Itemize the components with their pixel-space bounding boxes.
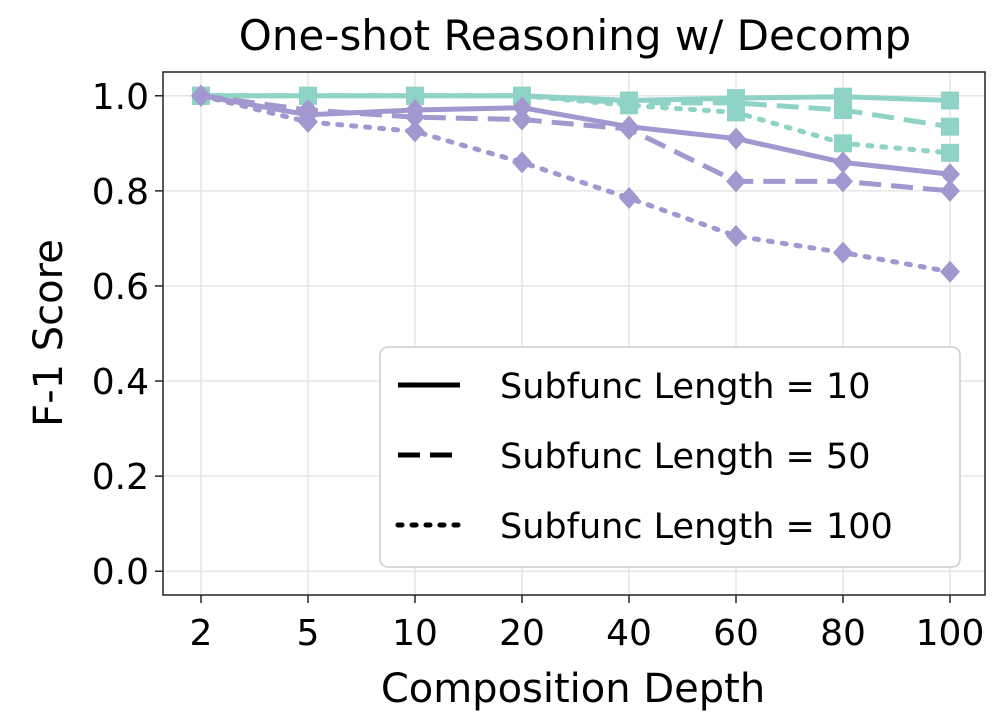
data-point-diamond xyxy=(940,163,960,186)
y-tick-label: 0.0 xyxy=(92,552,149,593)
plot-frame xyxy=(162,71,986,596)
y-tick-label: 0.2 xyxy=(92,457,149,498)
axes: 0.0 0.2 0.4 0.6 0.8 1.0 2 5 10 20 40 60 80 100 xyxy=(92,71,986,654)
data-point-diamond xyxy=(619,186,639,209)
series-line xyxy=(198,93,953,156)
series-line xyxy=(200,93,951,177)
data-point-square xyxy=(941,143,959,162)
data-point-diamond xyxy=(512,108,532,131)
data-point-square xyxy=(406,86,424,105)
x-tick-label: 2 xyxy=(190,613,213,654)
y-tick-label: 1.0 xyxy=(92,77,149,118)
legend-box xyxy=(379,346,961,568)
x-tick-label: 100 xyxy=(916,613,985,654)
data-point-diamond xyxy=(833,170,853,193)
legend-label: Subfunc Length = 10 xyxy=(500,367,871,407)
x-tick-label: 5 xyxy=(297,613,320,654)
data-point-diamond xyxy=(726,170,746,193)
data-point-diamond xyxy=(405,120,425,143)
series-layer xyxy=(191,84,960,283)
legend: Subfunc Length = 10 Subfunc Length = 50 Su… xyxy=(379,346,961,568)
data-point-square xyxy=(513,86,531,105)
data-point-diamond xyxy=(940,179,960,202)
x-tick-label: 60 xyxy=(713,613,759,654)
data-point-diamond xyxy=(940,260,960,283)
data-point-diamond xyxy=(833,151,853,174)
data-point-diamond xyxy=(191,84,211,107)
y-tick-label: 0.4 xyxy=(92,362,149,403)
data-point-square xyxy=(941,117,959,136)
series-line xyxy=(201,93,951,130)
series-purple-dashed xyxy=(191,84,960,202)
data-point-diamond xyxy=(726,127,746,150)
data-point-diamond xyxy=(512,151,532,174)
data-point-square xyxy=(727,103,745,122)
data-point-diamond xyxy=(512,96,532,119)
data-point-diamond xyxy=(298,110,318,133)
x-tick-label: 20 xyxy=(499,613,545,654)
legend-label: Subfunc Length = 100 xyxy=(500,507,893,547)
data-point-square xyxy=(834,101,852,120)
x-tick-label: 80 xyxy=(820,613,866,654)
data-point-square xyxy=(834,134,852,153)
data-point-diamond xyxy=(405,106,425,129)
series-line xyxy=(198,93,953,275)
legend-label: Subfunc Length = 50 xyxy=(500,437,871,477)
data-point-diamond xyxy=(833,241,853,264)
chart-title: One-shot Reasoning w/ Decomp xyxy=(239,11,911,60)
y-tick-label: 0.6 xyxy=(92,267,149,308)
data-point-diamond xyxy=(298,99,318,122)
y-tick-label: 0.8 xyxy=(92,172,149,213)
y-axis-label: F-1 Score xyxy=(26,239,72,427)
data-point-square xyxy=(620,96,638,115)
x-axis-label: Composition Depth xyxy=(381,666,765,712)
data-point-square xyxy=(941,91,959,110)
data-point-diamond xyxy=(726,225,746,248)
data-point-diamond xyxy=(619,118,639,141)
x-tick-label: 40 xyxy=(606,613,652,654)
series-purple-dotted xyxy=(191,84,960,283)
x-tick-label: 10 xyxy=(392,613,438,654)
data-point-square xyxy=(299,86,317,105)
